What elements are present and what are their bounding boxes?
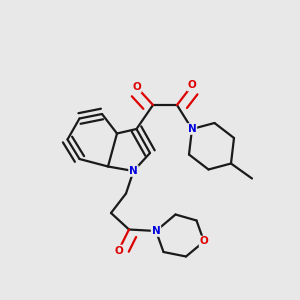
Text: O: O [114,245,123,256]
Text: O: O [200,236,208,247]
Text: N: N [188,124,196,134]
Text: O: O [188,80,196,91]
Text: O: O [132,82,141,92]
Text: N: N [129,166,138,176]
Text: N: N [152,226,160,236]
